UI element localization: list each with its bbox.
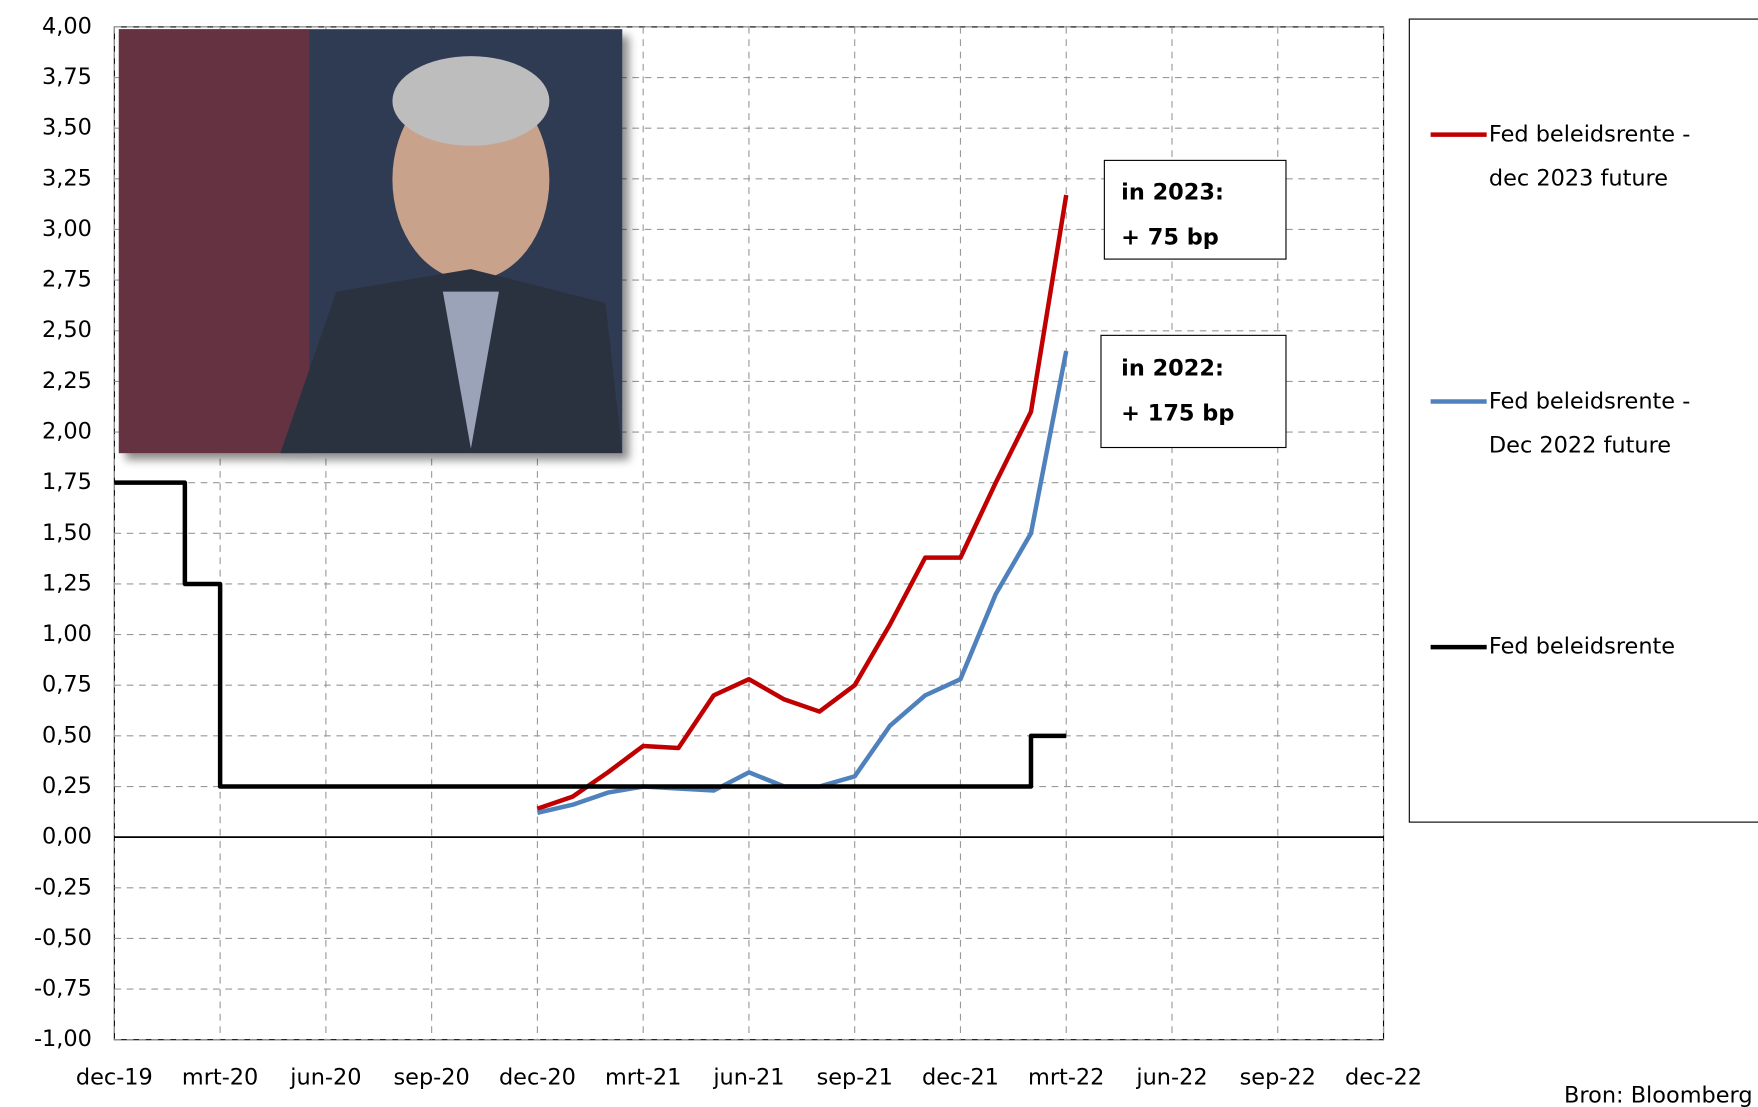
y-tick-label: -1,00 <box>34 1026 92 1052</box>
y-tick-label: 2,50 <box>42 317 92 343</box>
annotation: in 2022: <box>1121 355 1224 381</box>
y-tick-label: 3,25 <box>42 165 92 191</box>
y-tick-label: 1,25 <box>42 570 92 596</box>
x-tick-label: sep-21 <box>817 1064 893 1090</box>
y-tick-label: -0,50 <box>34 925 92 951</box>
y-tick-label: 3,75 <box>42 64 92 90</box>
annotation-box <box>1100 334 1287 449</box>
y-tick-label: 0,00 <box>42 824 92 850</box>
series-line <box>536 194 1069 811</box>
annotation-box <box>1103 159 1287 260</box>
annotation: + 175 bp <box>1121 400 1234 426</box>
x-tick-label: dec-21 <box>922 1064 999 1090</box>
y-tick-label: 1,00 <box>42 621 92 647</box>
photo <box>118 29 623 454</box>
source: Bron: Bloomberg <box>1564 1082 1753 1107</box>
x-tick-label: mrt-20 <box>182 1064 258 1090</box>
y-tick-label: 3,50 <box>42 115 92 141</box>
y-tick-label: 0,50 <box>42 722 92 748</box>
y-tick-label: 2,00 <box>42 419 92 445</box>
annotation: in 2023: <box>1121 179 1224 205</box>
y-tick-label: 1,50 <box>42 520 92 546</box>
y-tick-label: 0,25 <box>42 773 92 799</box>
y-tick-label: 2,25 <box>42 368 92 394</box>
x-tick-label: dec-19 <box>76 1064 153 1090</box>
x-tick-label: mrt-21 <box>605 1064 681 1090</box>
y-tick-label: -0,25 <box>34 874 92 900</box>
legend <box>1408 18 1758 823</box>
x-tick-label: jun-22 <box>1135 1064 1207 1090</box>
legend-label: Fed beleidsrente -Dec 2022 future <box>1489 388 1690 458</box>
y-tick-label: 4,00 <box>42 13 92 39</box>
x-tick-label: sep-20 <box>394 1064 470 1090</box>
x-tick-label: dec-22 <box>1345 1064 1422 1090</box>
x-tick-label: jun-21 <box>712 1064 784 1090</box>
x-tick-label: jun-20 <box>289 1064 361 1090</box>
x-tick-label: mrt-22 <box>1028 1064 1104 1090</box>
lines <box>114 194 1069 816</box>
y-tick-label: 3,00 <box>42 216 92 242</box>
x-tick-label: dec-20 <box>499 1064 576 1090</box>
legend-label: Fed beleidsrente -dec 2023 future <box>1489 121 1690 191</box>
annotation: + 75 bp <box>1121 224 1219 250</box>
y-tick-label: 1,75 <box>42 469 92 495</box>
y-tick-label: -0,75 <box>34 976 92 1002</box>
legend-label: Fed beleidsrente <box>1489 634 1675 660</box>
x-tick-label: sep-22 <box>1240 1064 1316 1090</box>
series-line <box>114 480 1067 789</box>
y-tick-label: 2,75 <box>42 267 92 293</box>
y-tick-label: 0,75 <box>42 672 92 698</box>
